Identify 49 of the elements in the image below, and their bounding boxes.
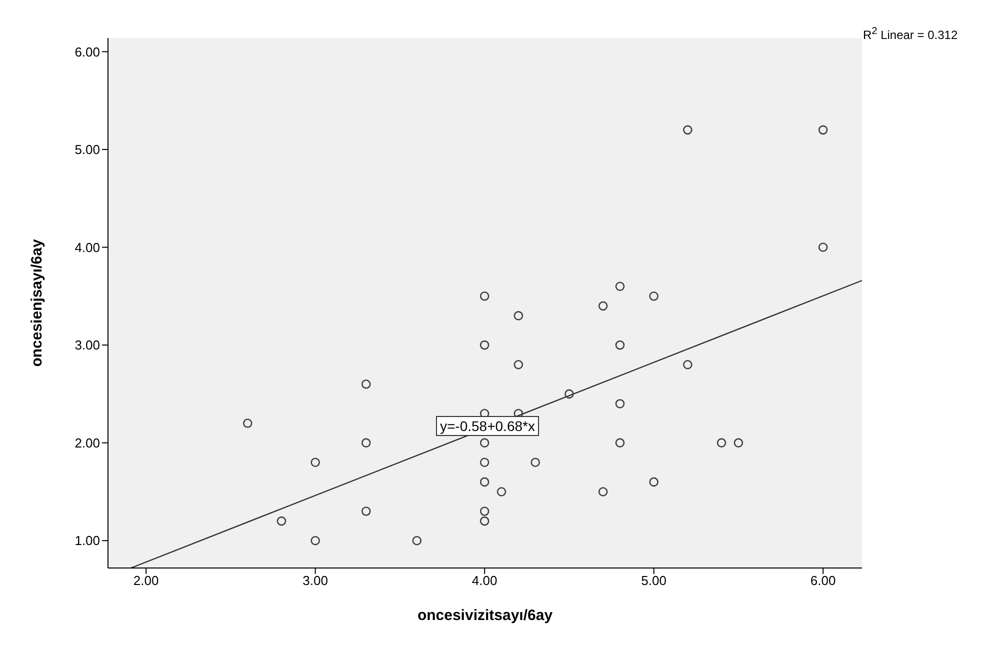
point [480, 438, 490, 448]
point [514, 360, 524, 370]
y-tick-label: 3.00 [74, 338, 100, 353]
text: R$^{2}$ Linear = 0.312 [863, 26, 958, 42]
y-tick-label: 6.00 [74, 44, 100, 60]
point [649, 477, 658, 487]
point [480, 516, 490, 526]
x-tick-label: 3.00 [302, 573, 328, 588]
point [615, 340, 625, 350]
point [242, 418, 252, 428]
point [615, 399, 625, 408]
point [564, 389, 574, 399]
point [683, 125, 692, 135]
point [615, 282, 625, 292]
x-tick-label: 5.00 [641, 573, 666, 588]
point [514, 311, 524, 320]
point [480, 477, 490, 487]
point [361, 506, 371, 516]
point [412, 536, 422, 546]
x-tick-label: 6.00 [810, 573, 836, 588]
y-tick-label: 1.00 [74, 533, 100, 548]
point [683, 360, 692, 370]
point [598, 487, 608, 496]
point [480, 458, 490, 468]
point [310, 536, 320, 546]
point [649, 292, 658, 301]
point [818, 242, 828, 252]
point [480, 292, 490, 301]
point [530, 458, 540, 468]
point [734, 438, 744, 448]
point [480, 340, 490, 350]
point [716, 438, 726, 448]
point [361, 380, 371, 389]
y-tick-label: 2.00 [74, 435, 100, 450]
annotation: y=-0.58+0.68*x [436, 416, 539, 436]
x-tick-label: 2.00 [133, 573, 159, 588]
point [361, 438, 371, 448]
point [480, 506, 490, 516]
point [276, 516, 286, 526]
point [496, 487, 506, 496]
y-tick-label: 5.00 [74, 142, 100, 158]
x-axis-title: oncesivizitsayı/6ay [417, 607, 554, 624]
y-axis-title: oncesienjsayı/6ay [28, 238, 46, 367]
point [818, 125, 828, 135]
x-tick-label: 4.00 [472, 573, 498, 588]
point [310, 458, 320, 468]
point [615, 438, 625, 448]
y-tick-label: 4.00 [74, 240, 100, 255]
point [598, 301, 608, 311]
